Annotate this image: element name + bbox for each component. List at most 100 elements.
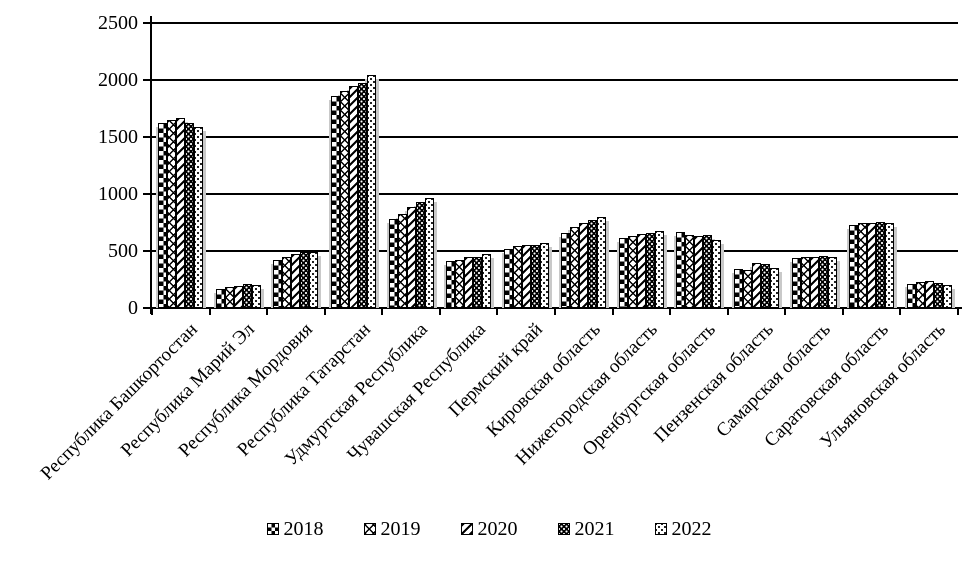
bar-2019-4 bbox=[340, 90, 349, 308]
bar-2018-13 bbox=[849, 224, 859, 308]
bar-2022-14 bbox=[942, 284, 952, 308]
gridline bbox=[152, 250, 958, 252]
bar-2018-2 bbox=[215, 288, 225, 308]
checkerboard-legend-swatch-icon bbox=[266, 523, 279, 535]
diagonal-stripes-legend-swatch-icon bbox=[460, 523, 473, 535]
bar-2022-12 bbox=[827, 256, 837, 308]
bar-2022-13 bbox=[885, 222, 895, 308]
x-tick-mark bbox=[323, 308, 326, 315]
bar-2018-11 bbox=[734, 269, 743, 308]
bar-2018-6 bbox=[446, 261, 456, 308]
y-tick-label: 1500 bbox=[98, 126, 138, 148]
bar-2018-9 bbox=[618, 237, 628, 308]
bar-2019-6 bbox=[455, 260, 465, 308]
bar-2020-6 bbox=[464, 257, 474, 308]
legend-item-2020: 2020 bbox=[460, 516, 518, 542]
bar-2019-7 bbox=[512, 246, 522, 308]
x-tick-mark bbox=[899, 308, 902, 315]
x-tick-mark bbox=[151, 308, 153, 315]
bar-2022-6 bbox=[482, 254, 492, 308]
bar-2022-10 bbox=[712, 239, 722, 308]
bar-2019-11 bbox=[743, 269, 752, 308]
y-tick-mark bbox=[143, 22, 152, 24]
bar-2020-10 bbox=[694, 235, 704, 308]
bar-2019-9 bbox=[627, 236, 637, 308]
y-tick-mark bbox=[143, 250, 152, 252]
bar-2021-3 bbox=[300, 252, 310, 308]
bar-2021-4 bbox=[358, 83, 367, 308]
bar-2018-8 bbox=[561, 232, 571, 308]
y-tick-mark bbox=[143, 193, 152, 195]
bar-2022-5 bbox=[424, 198, 434, 308]
bar-2020-11 bbox=[752, 262, 761, 308]
x-tick-mark bbox=[957, 308, 959, 315]
bar-2021-8 bbox=[588, 219, 598, 308]
bar-2022-9 bbox=[654, 231, 664, 308]
bar-2022-7 bbox=[539, 243, 549, 308]
bar-2020-13 bbox=[867, 222, 877, 308]
bar-2019-13 bbox=[858, 223, 868, 308]
bar-2022-2 bbox=[251, 284, 261, 308]
x-tick-mark bbox=[496, 308, 499, 315]
y-tick-mark bbox=[143, 79, 152, 81]
y-tick-label: 0 bbox=[128, 297, 138, 319]
bar-2018-3 bbox=[273, 259, 283, 308]
bar-2021-12 bbox=[818, 256, 828, 308]
x-tick-mark bbox=[438, 308, 441, 315]
y-axis-line bbox=[150, 16, 152, 314]
x-axis-line bbox=[144, 307, 962, 309]
chart-legend: 2018 2019 2020 2021 2022 bbox=[0, 516, 978, 542]
y-tick-mark bbox=[143, 136, 152, 138]
plot-area bbox=[152, 23, 958, 308]
legend-item-2019: 2019 bbox=[363, 516, 421, 542]
x-tick-mark bbox=[611, 308, 614, 315]
x-tick-mark bbox=[266, 308, 269, 315]
bar-2020-14 bbox=[924, 280, 934, 308]
x-tick-mark bbox=[381, 308, 384, 315]
bar-2022-3 bbox=[309, 251, 319, 308]
bar-2020-1 bbox=[176, 117, 186, 308]
x-tick-mark bbox=[208, 308, 211, 315]
bar-2021-10 bbox=[703, 235, 713, 308]
y-tick-label: 1000 bbox=[98, 183, 138, 205]
bar-2022-11 bbox=[770, 268, 779, 308]
bar-2019-5 bbox=[397, 213, 407, 308]
bar-2020-8 bbox=[579, 223, 589, 308]
x-tick-mark bbox=[784, 308, 787, 315]
legend-label: 2021 bbox=[574, 518, 615, 540]
bar-2022-1 bbox=[194, 126, 204, 308]
bar-2021-7 bbox=[530, 244, 540, 308]
bar-2018-7 bbox=[503, 248, 513, 308]
bar-2020-3 bbox=[291, 253, 301, 308]
bar-2019-14 bbox=[915, 281, 925, 308]
bar-2021-5 bbox=[415, 201, 425, 308]
bar-2021-6 bbox=[473, 256, 483, 308]
bar-2021-14 bbox=[933, 282, 943, 308]
x-tick-mark bbox=[669, 308, 672, 315]
y-tick-label: 2000 bbox=[98, 69, 138, 91]
bar-2020-5 bbox=[406, 207, 416, 308]
x-tick-mark bbox=[726, 308, 729, 315]
gridline bbox=[152, 193, 958, 195]
gridline bbox=[152, 136, 958, 138]
diamond-lattice-legend-swatch-icon bbox=[363, 523, 376, 535]
gridline bbox=[152, 79, 958, 81]
legend-label: 2020 bbox=[477, 518, 518, 540]
legend-label: 2018 bbox=[283, 518, 324, 540]
black-with-white-dots-legend-swatch-icon bbox=[557, 523, 570, 535]
bar-2022-4 bbox=[367, 75, 376, 308]
bar-2021-9 bbox=[645, 232, 655, 308]
bar-2018-1 bbox=[158, 123, 168, 308]
bar-2021-11 bbox=[761, 263, 770, 308]
bar-2022-8 bbox=[597, 217, 607, 308]
legend-label: 2019 bbox=[380, 518, 421, 540]
y-tick-label: 2500 bbox=[98, 12, 138, 34]
legend-item-2018: 2018 bbox=[266, 516, 324, 542]
bar-2019-3 bbox=[282, 256, 292, 308]
y-tick-label: 500 bbox=[108, 240, 138, 262]
bar-2021-13 bbox=[876, 221, 886, 308]
legend-label: 2022 bbox=[671, 518, 712, 540]
white-with-black-dots-legend-swatch-icon bbox=[654, 523, 667, 535]
bar-2021-2 bbox=[242, 284, 252, 308]
